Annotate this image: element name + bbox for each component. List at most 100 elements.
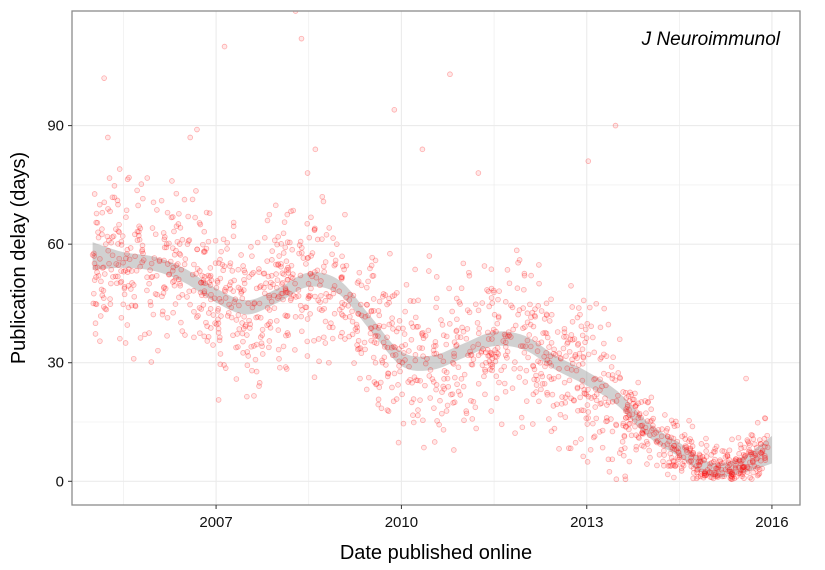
data-point [701,472,708,479]
data-point [266,338,273,344]
data-point [712,465,719,472]
data-point [139,259,145,265]
data-point [668,463,674,469]
data-point [139,246,146,253]
data-point [638,414,644,421]
data-point [576,362,582,368]
data-point [603,382,609,389]
data-point [569,360,576,367]
data-point [527,321,534,328]
data-point [754,419,761,426]
data-point [449,308,455,315]
data-point [279,279,286,286]
data-point [650,425,656,432]
data-point [116,255,122,262]
data-point [396,358,403,365]
data-point [572,353,578,360]
data-point [580,453,587,460]
data-point [489,355,496,362]
data-point [210,312,217,318]
data-point [646,447,652,454]
data-point [385,370,391,376]
data-point [118,278,125,285]
data-point [136,223,142,230]
data-point [325,293,332,300]
data-point [753,466,759,472]
data-point [736,457,743,464]
data-point [548,363,555,369]
data-point [688,457,694,464]
data-point [457,301,463,307]
data-point [739,471,746,477]
data-point [520,325,526,332]
data-point [340,312,346,319]
data-point [488,351,495,358]
data-point [548,376,555,383]
data-point [622,445,628,451]
data-point [223,284,229,291]
data-point [429,376,436,382]
data-point [197,268,203,274]
data-point [282,312,289,319]
data-point [597,401,604,407]
data-point [707,474,713,480]
data-point [752,450,759,457]
data-point [129,280,135,286]
data-point [252,356,259,363]
data-point [393,328,400,335]
data-point [515,311,521,318]
data-point [266,292,272,299]
data-point [601,305,607,312]
y-tick-label: 90 [47,118,64,135]
data-point [696,462,703,468]
data-point [99,292,106,299]
data-point [284,276,291,283]
data-point [739,464,746,471]
data-point [623,395,630,401]
data-point [544,357,551,363]
data-point [727,475,734,482]
data-point [542,363,548,370]
data-point [533,389,539,395]
data-point [426,373,433,379]
data-point [430,347,437,354]
data-point [745,449,752,455]
data-point [102,271,108,277]
data-point [757,457,764,464]
data-point [98,278,104,285]
data-point [518,343,524,349]
data-point [173,247,179,254]
data-point [354,342,360,348]
data-point [747,474,753,481]
data-point [241,280,248,287]
data-point [564,365,570,372]
data-point [473,425,479,432]
data-point [647,454,653,461]
data-point [401,331,408,337]
data-point [744,437,751,443]
data-point [412,352,419,358]
data-point [386,321,393,328]
data-point [707,460,713,467]
data-point [96,201,103,208]
data-point [738,460,744,467]
data-point [476,325,483,332]
data-point [205,238,212,245]
data-point [690,470,697,476]
data-point [524,337,531,344]
data-point [740,469,747,475]
data-point [531,376,537,383]
data-point [275,346,282,353]
data-point [601,351,607,358]
data-point [605,399,612,406]
data-point [314,267,321,274]
data-point [561,329,568,335]
data-point [495,296,501,303]
data-point [201,248,208,254]
data-point [221,362,227,368]
data-point [439,410,445,417]
data-point [275,234,281,240]
data-point [312,269,318,275]
data-point [407,298,414,304]
data-point [380,339,387,346]
